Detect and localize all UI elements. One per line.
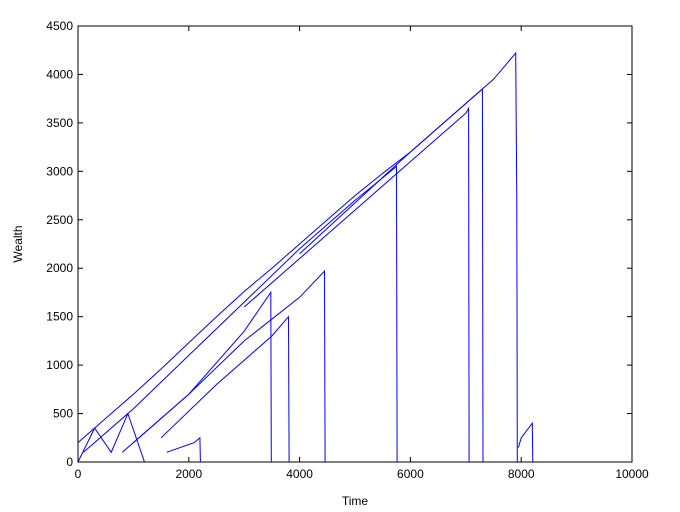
x-tick-label: 2000 bbox=[175, 467, 202, 481]
series-line bbox=[77, 51, 518, 463]
series-line bbox=[77, 412, 145, 463]
x-tick-label: 4000 bbox=[286, 467, 313, 481]
y-tick-label: 4500 bbox=[46, 19, 73, 33]
y-tick-label: 3500 bbox=[46, 116, 73, 130]
plot-frame bbox=[77, 25, 633, 463]
x-tick-label: 6000 bbox=[397, 467, 424, 481]
y-tick-label: 2000 bbox=[46, 261, 73, 275]
series-line bbox=[121, 290, 272, 463]
series-line bbox=[299, 87, 484, 463]
x-tick-label: 8000 bbox=[508, 467, 535, 481]
series-line bbox=[83, 165, 398, 463]
series-line bbox=[166, 436, 201, 463]
x-tick-label: 10000 bbox=[615, 467, 649, 481]
y-tick-label: 1000 bbox=[46, 358, 73, 372]
series-line bbox=[160, 315, 290, 463]
series-line bbox=[517, 421, 534, 463]
x-axis-label: Time bbox=[342, 494, 369, 508]
x-tick-label: 0 bbox=[75, 467, 82, 481]
plot-area bbox=[78, 26, 632, 462]
y-tick-label: 1500 bbox=[46, 310, 73, 324]
y-tick-label: 2500 bbox=[46, 213, 73, 227]
y-tick-label: 500 bbox=[53, 407, 73, 421]
y-axis-label: Wealth bbox=[11, 225, 25, 262]
series-line bbox=[243, 106, 470, 463]
y-tick-label: 4000 bbox=[46, 67, 73, 81]
y-tick-label: 0 bbox=[66, 455, 73, 469]
y-tick-label: 3000 bbox=[46, 164, 73, 178]
